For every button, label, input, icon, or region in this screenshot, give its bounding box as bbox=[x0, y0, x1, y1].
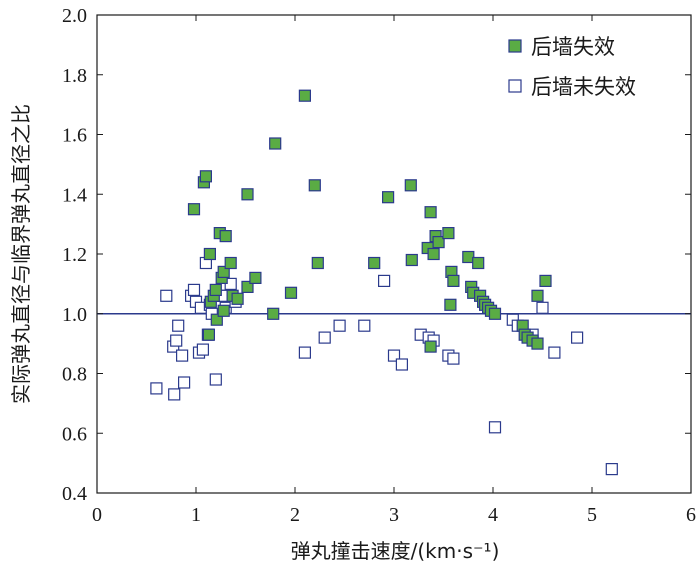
data-point-failed bbox=[424, 206, 437, 219]
data-point-unfailed bbox=[318, 331, 331, 344]
x-tick-label: 1 bbox=[191, 504, 201, 526]
data-point-unfailed bbox=[570, 331, 584, 344]
data-point-unfailed bbox=[387, 349, 401, 362]
data-point-unfailed bbox=[605, 463, 618, 476]
data-point-failed bbox=[531, 289, 544, 302]
data-point-failed bbox=[267, 307, 280, 320]
legend-marker-failed bbox=[508, 39, 522, 53]
y-tick-label: 1.4 bbox=[62, 184, 87, 206]
y-tick-label: 0.6 bbox=[62, 423, 87, 445]
data-point-failed bbox=[531, 337, 544, 350]
x-tick-label: 6 bbox=[686, 504, 696, 526]
data-point-failed bbox=[472, 256, 485, 270]
data-point-failed bbox=[444, 298, 457, 311]
data-point-failed bbox=[217, 304, 230, 317]
y-tick-label: 1.6 bbox=[62, 125, 87, 147]
data-point-unfailed bbox=[168, 388, 181, 401]
data-point-failed bbox=[269, 137, 282, 150]
data-point-unfailed bbox=[333, 319, 346, 332]
y-tick-label: 0.8 bbox=[62, 364, 87, 386]
data-point-failed bbox=[199, 170, 212, 183]
data-point-unfailed bbox=[187, 283, 201, 296]
x-axis-title: 弹丸撞击速度/(km·s⁻¹) bbox=[291, 539, 500, 563]
data-point-failed bbox=[382, 191, 395, 204]
data-point-failed bbox=[224, 256, 237, 270]
data-point-failed bbox=[187, 203, 201, 216]
data-point-unfailed bbox=[395, 358, 408, 371]
data-point-failed bbox=[539, 274, 552, 287]
data-point-failed bbox=[488, 307, 502, 320]
data-point-unfailed bbox=[548, 346, 561, 359]
y-tick-label: 2.0 bbox=[62, 5, 87, 27]
data-point-unfailed bbox=[160, 289, 173, 302]
data-point-failed bbox=[404, 179, 417, 192]
y-axis-ticks: 0.4 0.6 0.8 1.0 1.2 1.4 1.6 1.8 2.0 bbox=[62, 5, 691, 505]
data-point-failed bbox=[209, 283, 222, 296]
data-point-failed bbox=[203, 247, 216, 261]
data-point-failed bbox=[202, 328, 215, 341]
data-point-unfailed bbox=[178, 376, 191, 389]
data-point-failed bbox=[432, 236, 445, 249]
data-point-failed bbox=[308, 179, 321, 192]
legend-marker-unfailed bbox=[508, 79, 522, 93]
data-point-failed bbox=[427, 247, 440, 261]
data-point-unfailed bbox=[378, 274, 391, 287]
x-tick-label: 2 bbox=[290, 504, 300, 526]
x-tick-label: 3 bbox=[389, 504, 399, 526]
data-point-unfailed bbox=[488, 421, 502, 434]
y-tick-label: 0.4 bbox=[62, 483, 87, 505]
data-point-failed bbox=[231, 292, 244, 305]
data-point-failed bbox=[368, 256, 381, 270]
data-point-unfailed bbox=[358, 319, 371, 332]
data-point-unfailed bbox=[170, 334, 183, 347]
y-tick-label: 1.0 bbox=[62, 304, 87, 326]
data-point-unfailed bbox=[176, 349, 189, 362]
legend-label-failed: 后墙失效 bbox=[531, 35, 615, 59]
data-point-failed bbox=[219, 230, 232, 243]
series-failed-points bbox=[187, 89, 552, 353]
data-point-failed bbox=[210, 313, 223, 326]
data-point-failed bbox=[447, 274, 460, 287]
x-tick-label: 0 bbox=[92, 504, 102, 526]
data-point-failed bbox=[311, 256, 324, 270]
data-point-failed bbox=[424, 340, 437, 353]
data-point-failed bbox=[241, 280, 254, 293]
data-point-unfailed bbox=[196, 343, 209, 356]
y-axis-title: 实际弹丸直径与临界弹丸直径之比 bbox=[9, 104, 33, 404]
x-axis-ticks: 0 1 2 3 4 5 6 bbox=[92, 15, 696, 526]
data-point-unfailed bbox=[447, 352, 460, 365]
x-tick-label: 5 bbox=[587, 504, 597, 526]
y-tick-label: 1.2 bbox=[62, 244, 87, 266]
legend: 后墙失效 后墙未失效 bbox=[508, 35, 636, 99]
data-point-unfailed bbox=[209, 373, 222, 386]
data-point-unfailed bbox=[172, 319, 185, 332]
y-tick-label: 1.8 bbox=[62, 65, 87, 87]
data-point-failed bbox=[298, 89, 311, 102]
data-point-failed bbox=[405, 253, 418, 267]
data-point-unfailed bbox=[150, 382, 163, 395]
data-point-failed bbox=[217, 265, 230, 278]
data-point-failed bbox=[249, 271, 262, 284]
data-point-failed bbox=[284, 286, 298, 299]
data-point-failed bbox=[442, 227, 455, 240]
data-point-unfailed bbox=[536, 301, 549, 314]
legend-label-unfailed: 后墙未失效 bbox=[531, 75, 636, 99]
x-tick-label: 4 bbox=[488, 504, 498, 526]
data-point-failed bbox=[241, 188, 254, 201]
data-point-unfailed bbox=[298, 346, 311, 359]
